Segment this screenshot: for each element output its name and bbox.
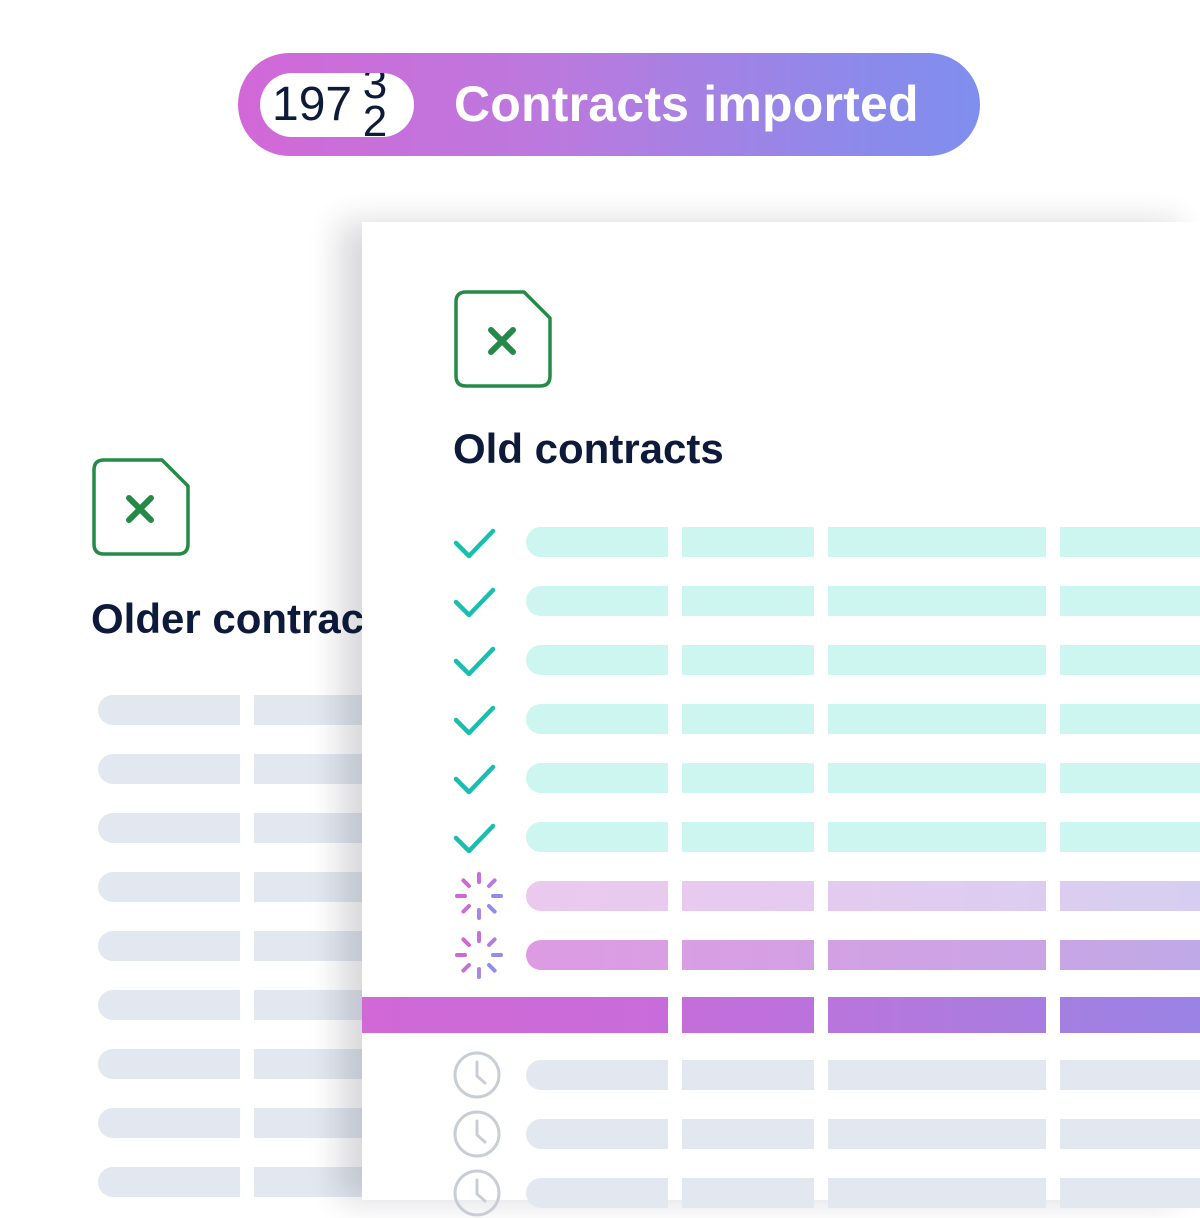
table-row: [362, 763, 1200, 795]
old-contracts-card: Old contracts: [362, 222, 1200, 1217]
clock-icon: [453, 1051, 501, 1099]
spinner-icon: [455, 872, 503, 920]
counter-roll-top: 3: [362, 73, 388, 108]
old-contracts-title: Old contracts: [453, 425, 724, 472]
clock-icon: [453, 1169, 501, 1217]
table-row: [362, 704, 1200, 736]
clock-icon: [453, 1110, 501, 1158]
checkmark-icon: [453, 587, 496, 618]
table-row: [362, 586, 1200, 618]
table-row: [362, 872, 1200, 920]
table-row: [362, 527, 1200, 559]
checkmark-icon: [453, 823, 496, 854]
spreadsheet-file-icon: [92, 458, 190, 556]
table-row: [362, 1169, 1200, 1217]
table-row: [362, 822, 1200, 854]
active-import-row: [362, 997, 1200, 1033]
counter-roll-bottom: 2: [362, 97, 388, 138]
table-row: [362, 1051, 1200, 1099]
checkmark-icon: [453, 528, 496, 559]
table-row: [362, 1110, 1200, 1158]
older-contracts-card: Older contracts: [0, 230, 362, 1200]
counter-digits: 197: [272, 78, 353, 131]
table-row: [362, 931, 1200, 979]
checkmark-icon: [453, 646, 496, 677]
import-status-pill: 197 3 2 Contracts imported: [238, 53, 980, 156]
checkmark-icon: [453, 764, 496, 795]
spinner-icon: [455, 931, 503, 979]
import-counter: 197 3 2: [260, 73, 414, 137]
spreadsheet-file-icon: [454, 290, 552, 388]
table-row: [362, 645, 1200, 677]
import-status-label: Contracts imported: [454, 76, 919, 132]
older-contracts-title: Older contracts: [91, 595, 362, 642]
checkmark-icon: [453, 705, 496, 736]
counter-rolling-digit: 3 2: [358, 73, 392, 137]
